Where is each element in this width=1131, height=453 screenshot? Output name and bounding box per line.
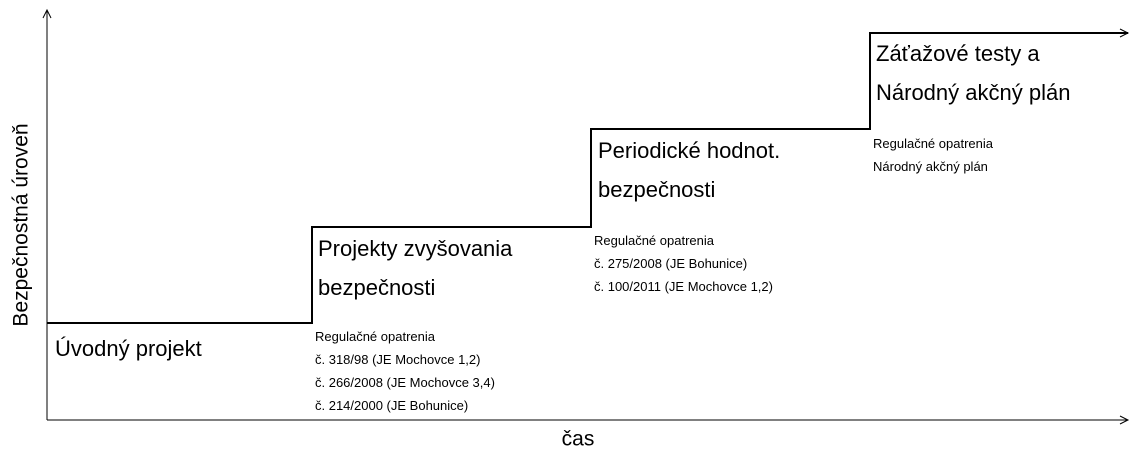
x-arrow — [1119, 415, 1130, 425]
stage-title: Periodické hodnot. — [598, 138, 780, 163]
x-axis-label: čas — [562, 428, 595, 451]
stage-note: č. 266/2008 (JE Mochovce 3,4) — [315, 375, 495, 390]
stage-title: Úvodný projekt — [55, 336, 202, 361]
stage-note: Regulačné opatrenia — [315, 329, 436, 344]
y-axis-label: Bezpečnostná úroveň — [10, 123, 33, 326]
stage-note: Národný akčný plán — [873, 159, 988, 174]
stage-title: Záťažové testy a — [876, 41, 1040, 66]
stage-note: č. 275/2008 (JE Bohunice) — [594, 256, 747, 271]
stair-arrow — [1119, 28, 1130, 38]
stage-title: Národný akčný plán — [876, 80, 1070, 105]
y-arrow — [42, 8, 52, 19]
stage-title: bezpečnosti — [318, 275, 435, 300]
stage-note: Regulačné opatrenia — [873, 136, 994, 151]
stage-title: Projekty zvyšovania — [318, 236, 513, 261]
stage-note: č. 214/2000 (JE Bohunice) — [315, 398, 468, 413]
stage-note: Regulačné opatrenia — [594, 233, 715, 248]
stage-title: bezpečnosti — [598, 177, 715, 202]
stage-note: č. 318/98 (JE Mochovce 1,2) — [315, 352, 480, 367]
stage-note: č. 100/2011 (JE Mochovce 1,2) — [594, 279, 773, 294]
staircase — [47, 32, 1128, 324]
